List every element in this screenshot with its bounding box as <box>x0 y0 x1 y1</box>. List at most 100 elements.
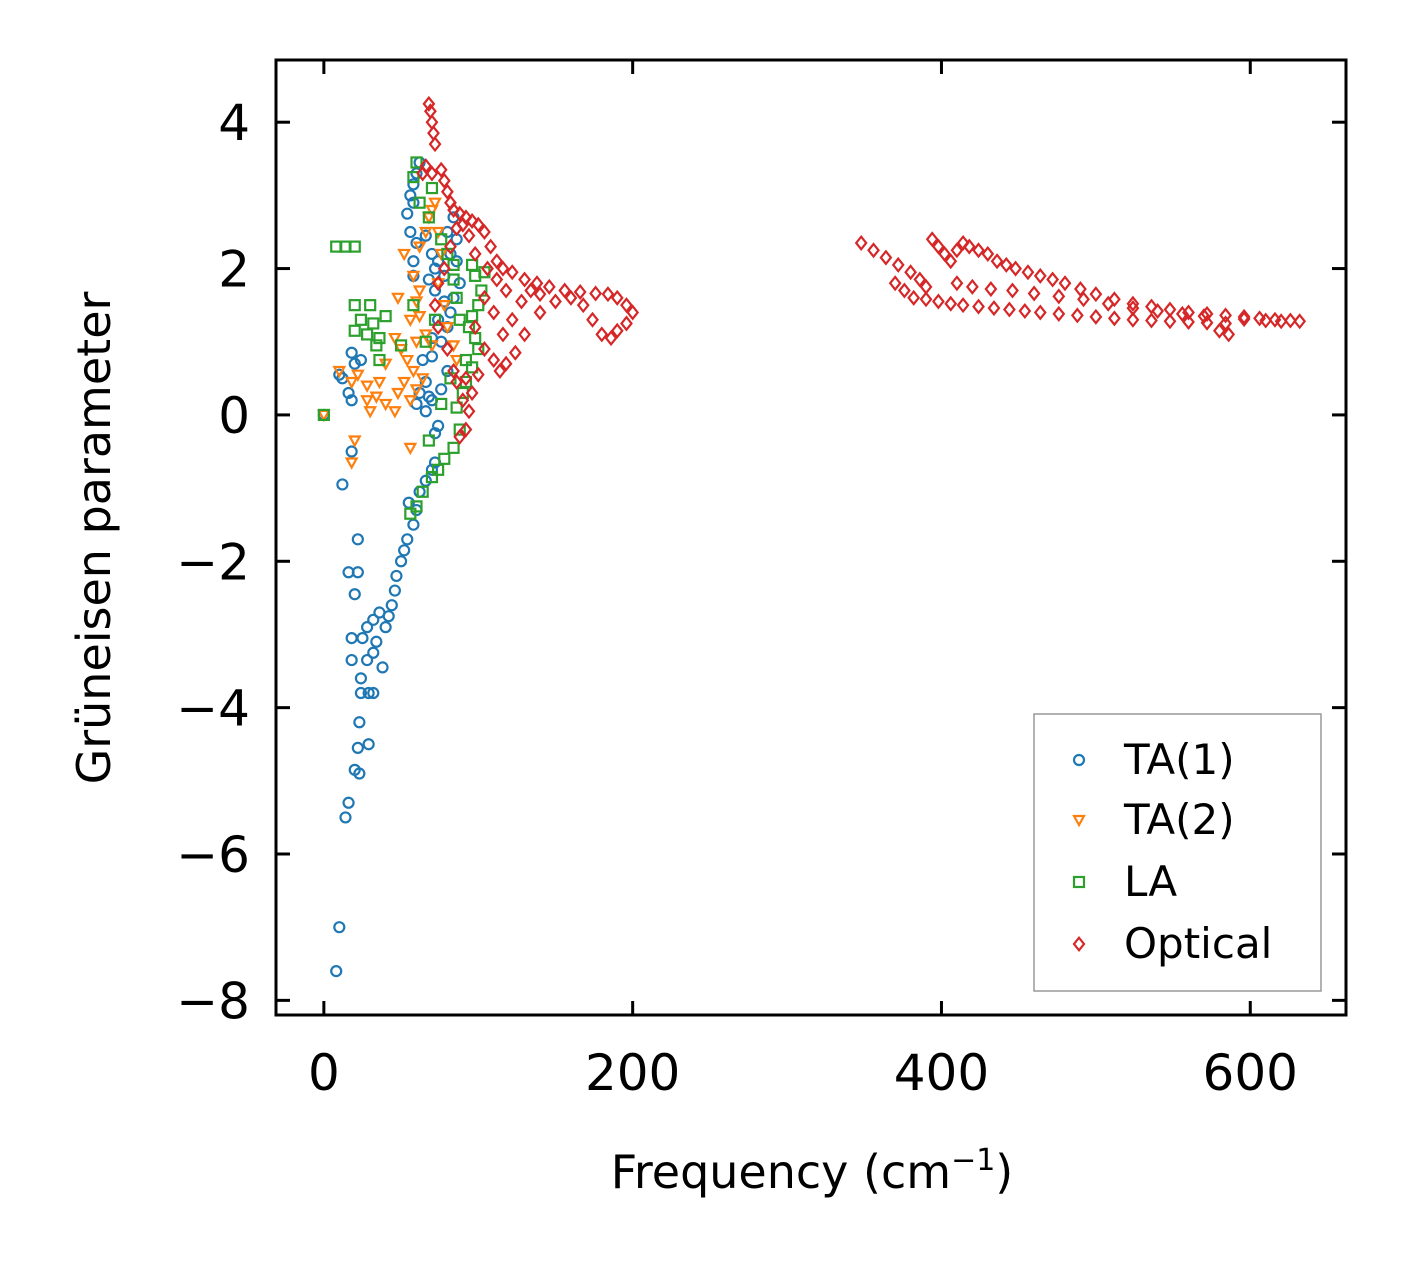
point-optical <box>990 253 1004 270</box>
point-optical <box>956 297 970 314</box>
point-ta-2 <box>400 354 415 368</box>
point-la <box>447 258 460 272</box>
point-ta-1 <box>362 738 375 751</box>
point-ta-1 <box>407 518 420 531</box>
point-la <box>472 342 485 356</box>
point-optical <box>965 278 979 295</box>
point-optical <box>1018 302 1032 320</box>
point-la <box>370 339 383 352</box>
point-optical <box>490 253 504 270</box>
point-ta-2 <box>369 391 384 404</box>
legend-entry-ta1: TA(1) <box>1072 735 1235 784</box>
point-ta-2 <box>332 365 347 379</box>
legend-label-ta1: TA(1) <box>1123 735 1235 784</box>
point-optical <box>444 238 457 255</box>
point-ta-2 <box>397 248 412 262</box>
point-optical <box>450 373 464 391</box>
point-ta-1 <box>351 741 364 754</box>
point-optical <box>1163 313 1177 330</box>
point-la <box>354 313 368 326</box>
point-la <box>379 310 392 323</box>
point-optical <box>427 125 440 142</box>
y-tick-label: 4 <box>218 94 250 152</box>
point-ta-1 <box>450 255 463 268</box>
point-ta-2 <box>431 278 445 291</box>
point-ta-2 <box>406 365 421 379</box>
point-ta-1 <box>419 229 432 242</box>
point-optical <box>462 403 476 420</box>
point-optical <box>530 275 544 292</box>
point-la <box>407 299 420 312</box>
point-optical <box>1033 267 1047 284</box>
point-ta-2 <box>412 311 427 324</box>
point-optical <box>1107 310 1121 327</box>
point-optical <box>1089 286 1103 303</box>
point-optical <box>496 260 510 277</box>
point-optical <box>950 275 964 292</box>
point-ta-2 <box>412 241 427 254</box>
point-ta-2 <box>391 292 405 306</box>
point-optical <box>1052 288 1066 305</box>
point-optical <box>487 304 501 321</box>
point-la <box>373 331 386 345</box>
point-ta-1 <box>367 686 380 700</box>
point-optical <box>496 326 510 343</box>
point-optical <box>499 282 513 299</box>
point-optical <box>456 216 470 233</box>
point-ta-2 <box>418 226 433 240</box>
point-optical <box>440 183 454 200</box>
point-optical <box>428 297 442 314</box>
point-ta-2 <box>372 376 387 390</box>
point-ta-1 <box>354 686 368 700</box>
point-optical <box>542 278 556 295</box>
point-ta-2 <box>449 354 464 368</box>
point-optical <box>867 242 880 259</box>
y-tick-label: −2 <box>176 533 250 591</box>
point-la <box>422 434 435 447</box>
point-ta-1 <box>413 485 426 498</box>
point-optical <box>465 212 479 230</box>
point-optical <box>1033 304 1047 321</box>
legend: TA(1) TA(2) LA Optical <box>1033 713 1322 992</box>
legend-symbol-ta-1 <box>1072 753 1086 767</box>
point-optical <box>468 319 482 336</box>
point-optical <box>601 286 615 303</box>
data-series <box>316 95 1307 978</box>
point-optical <box>425 165 439 182</box>
point-optical <box>1293 313 1307 330</box>
point-optical <box>891 256 905 273</box>
point-la <box>465 361 479 374</box>
axis-ticks <box>276 60 1346 1015</box>
point-ta-1 <box>376 661 389 674</box>
point-optical <box>972 242 985 259</box>
point-optical <box>981 245 995 262</box>
point-ta-1 <box>398 544 411 557</box>
point-la <box>447 273 460 286</box>
point-optical <box>428 136 442 153</box>
point-ta-2 <box>409 336 424 350</box>
point-optical <box>1009 260 1022 277</box>
point-optical <box>558 282 572 299</box>
point-optical <box>913 271 927 288</box>
point-ta-2 <box>360 395 374 408</box>
point-ta-1 <box>342 796 355 809</box>
point-ta-1 <box>390 569 403 583</box>
point-optical <box>984 281 998 298</box>
point-optical <box>956 234 970 251</box>
point-optical <box>434 161 448 178</box>
point-ta-1 <box>385 599 398 612</box>
point-optical <box>524 282 538 299</box>
point-optical <box>549 293 562 310</box>
point-optical <box>462 227 476 244</box>
point-optical <box>422 95 436 112</box>
point-optical <box>515 293 528 310</box>
point-optical <box>589 285 603 302</box>
point-ta-1 <box>382 610 395 623</box>
point-optical <box>471 216 485 233</box>
point-la <box>394 339 408 352</box>
point-optical <box>1089 308 1103 325</box>
point-optical <box>499 355 513 372</box>
point-optical <box>888 275 902 292</box>
point-optical <box>987 300 1001 317</box>
point-la <box>348 299 361 312</box>
